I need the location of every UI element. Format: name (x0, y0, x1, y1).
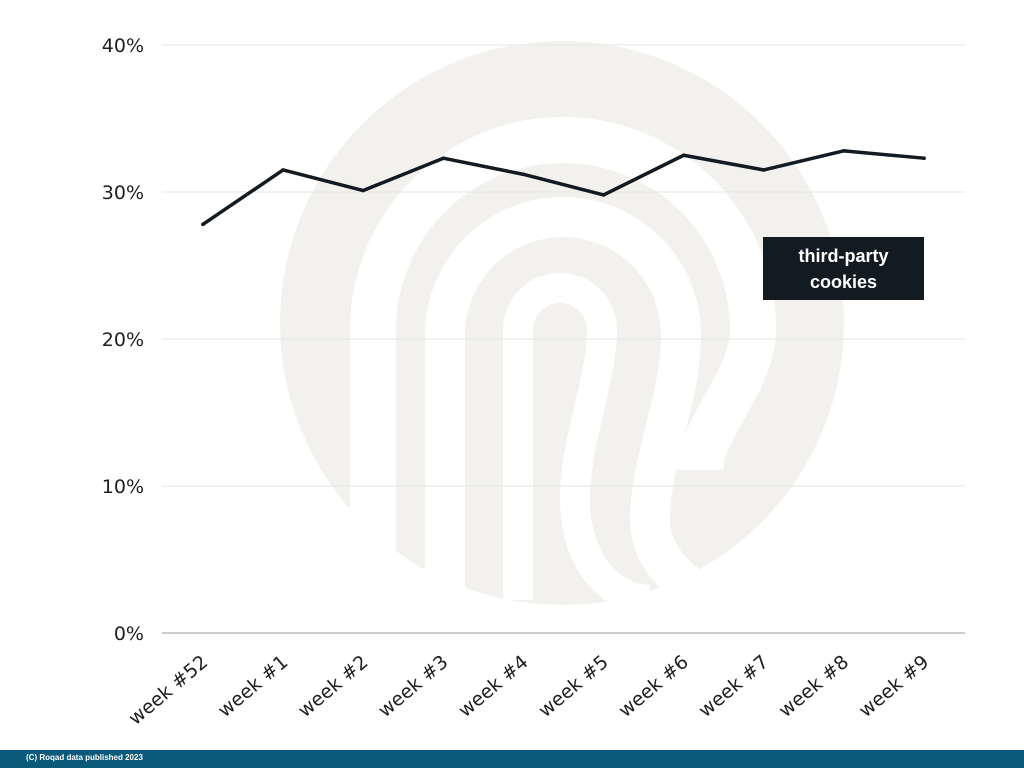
roqad-logo-watermark (280, 41, 844, 620)
data-point (761, 168, 766, 172)
footer-bar: (C) Roqad data published 2023 (0, 750, 1024, 768)
data-point (681, 153, 686, 158)
x-tick-label: week #4 (454, 651, 532, 722)
footer-copyright: (C) Roqad data published 2023 (26, 753, 143, 762)
y-axis-ticks: 0% 10% 20% 30% 40% (102, 35, 144, 645)
x-tick-label: week #2 (294, 651, 372, 722)
gridlines (162, 44, 965, 634)
data-point (521, 172, 526, 177)
y-tick-label: 20% (102, 329, 144, 351)
x-tick-label: week #3 (374, 651, 452, 722)
data-point (601, 193, 606, 197)
series-layer (201, 149, 926, 227)
series-label-box (763, 237, 924, 300)
data-point (361, 188, 366, 193)
x-tick-label: week #1 (214, 651, 292, 722)
x-tick-label: week #9 (855, 651, 933, 722)
y-tick-label: 10% (102, 476, 144, 498)
x-axis-ticks: week #52 week #1 week #2 week #3 week #4 week… (124, 651, 933, 730)
y-tick-label: 0% (114, 623, 144, 645)
chart-canvas: 0%10%20%30%40% week #52 week #1 week #2 wee… (102, 35, 965, 730)
x-tick-label: week #5 (534, 651, 612, 722)
x-tick-label: week #52 (124, 651, 212, 730)
data-point (281, 168, 285, 172)
data-point (842, 149, 846, 153)
series-label: third-party cookies (763, 237, 924, 300)
y-tick-label: 40% (102, 35, 144, 57)
data-point (201, 222, 205, 227)
series-label-text: cookies (810, 272, 877, 292)
series-label-text: third-party (799, 246, 889, 266)
x-tick-label: week #6 (614, 651, 692, 722)
x-tick-label: week #7 (695, 651, 773, 722)
data-point (922, 156, 926, 160)
data-point (441, 156, 446, 160)
x-tick-label: week #8 (775, 651, 853, 722)
series-line (201, 149, 926, 227)
y-tick-label: 30% (102, 182, 144, 204)
